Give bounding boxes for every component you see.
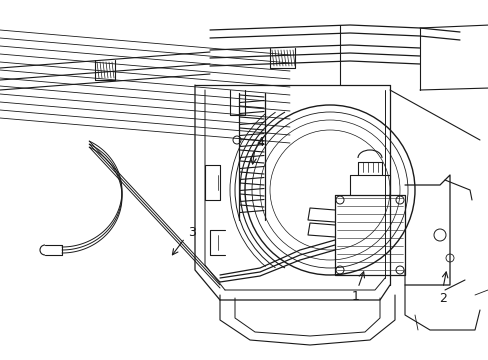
Text: 1: 1 — [351, 289, 359, 302]
Text: 3: 3 — [188, 226, 196, 239]
Text: 4: 4 — [256, 136, 264, 149]
Text: 2: 2 — [438, 292, 446, 305]
